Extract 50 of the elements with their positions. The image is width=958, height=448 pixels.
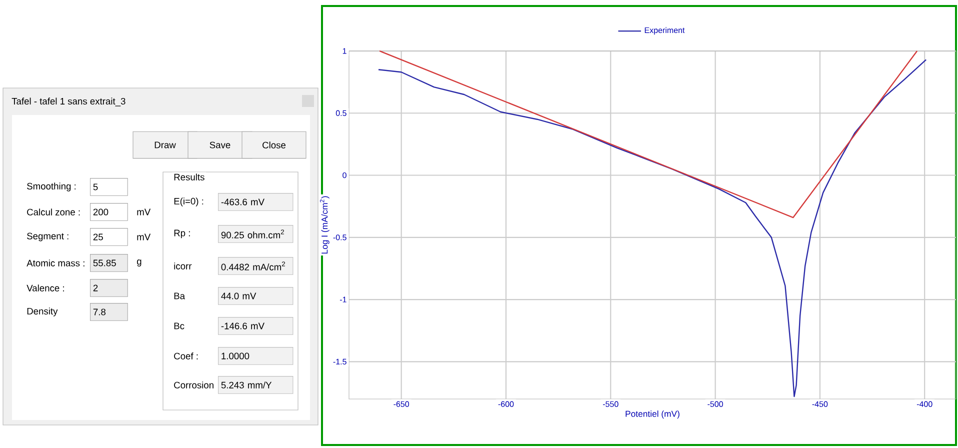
- text: 1.0000: [222, 352, 250, 360]
- legend-label: Experiment: [644, 27, 685, 35]
- text: 44.0 mV: [221, 292, 256, 300]
- x-tick-label: -500: [708, 401, 723, 407]
- text: Atomic mass :: [26, 260, 84, 266]
- text: g: [137, 260, 142, 266]
- y-tick-label: -1.5: [333, 358, 346, 364]
- text: mV: [137, 208, 151, 216]
- text: mV: [137, 234, 151, 240]
- y-axis-title: Log I (mA/cm$^{2}$): [320, 196, 330, 254]
- y-tick-label: 0: [342, 172, 346, 178]
- text: E(i=0) :: [174, 198, 204, 206]
- text: 0.4482 mA/cm$^{2}$: [221, 262, 285, 270]
- text: Tafel - tafel 1 sans extrait_3: [12, 98, 126, 106]
- x-axis-title: Potentiel (mV): [626, 410, 680, 419]
- text: Ba: [174, 292, 186, 300]
- text: -146.6 mV: [221, 322, 264, 330]
- text: Calcul zone :: [27, 208, 80, 216]
- text: 5: [93, 184, 98, 190]
- text: Results: [174, 174, 204, 180]
- x-tick-label: -450: [812, 401, 828, 407]
- text: icorr: [174, 262, 192, 270]
- text: Draw: [154, 142, 176, 148]
- y-tick-label: -1: [340, 296, 346, 302]
- text: Density: [27, 308, 58, 316]
- text: Bc: [174, 322, 184, 330]
- text: Coef :: [174, 352, 198, 360]
- text: 5.243 mm/Y: [221, 382, 272, 388]
- text: -463.6 mV: [221, 198, 264, 206]
- x-tick-label: -550: [602, 401, 618, 407]
- text: 200: [93, 208, 108, 216]
- text: 55.85: [93, 260, 116, 266]
- line-series: [378, 59, 927, 398]
- x-tick-label: -650: [394, 401, 410, 407]
- y-tick-label: 0.5: [336, 110, 346, 116]
- text: Rp :: [174, 230, 190, 238]
- x-tick-label: -400: [916, 401, 932, 407]
- text: Smoothing :: [27, 182, 76, 192]
- text: 90.25 ohm.cm$^{2}$: [221, 230, 284, 238]
- text: 7.8: [93, 308, 106, 316]
- text: Corrosion: [174, 382, 214, 388]
- y-tick-label: 1: [342, 48, 346, 54]
- text: 25: [93, 234, 103, 240]
- text: Save: [210, 142, 230, 148]
- x-tick-label: -600: [498, 401, 514, 407]
- text: 2: [93, 284, 98, 292]
- text: Close: [262, 142, 286, 148]
- text: Segment :: [27, 232, 68, 242]
- text: Valence :: [26, 284, 64, 292]
- y-tick-label: -0.5: [333, 234, 346, 240]
